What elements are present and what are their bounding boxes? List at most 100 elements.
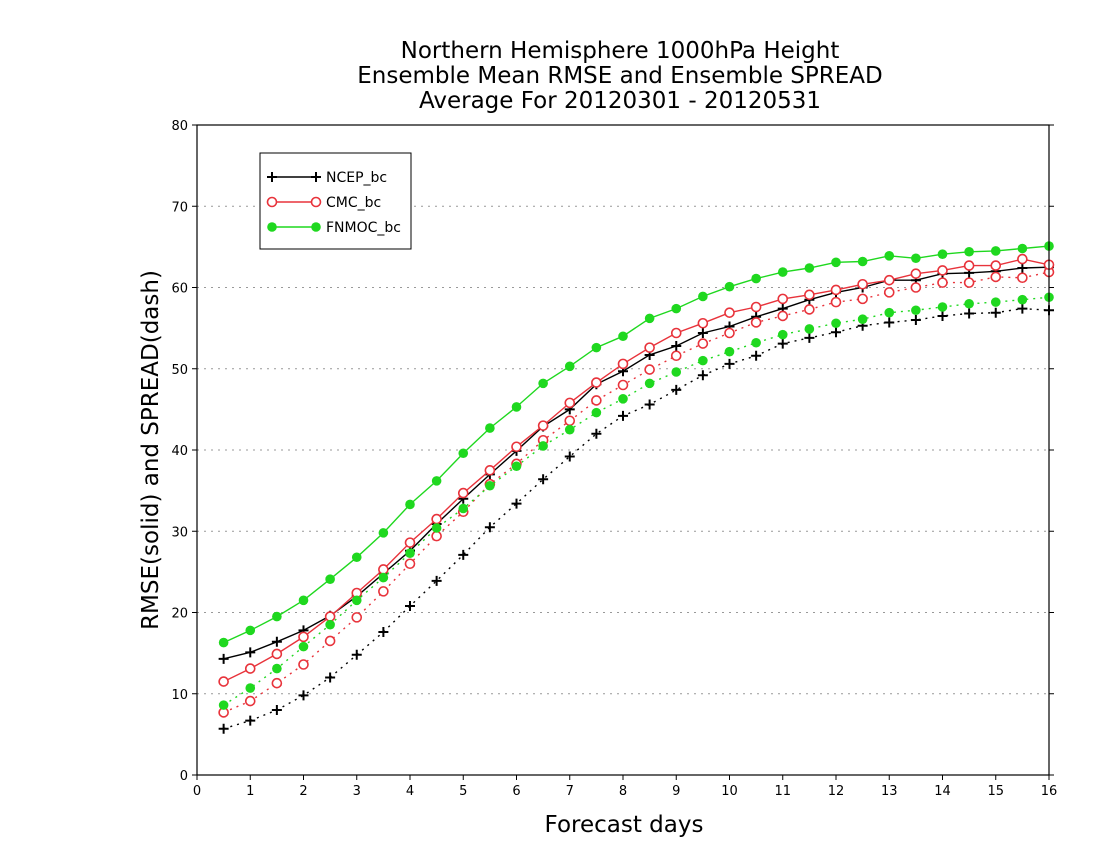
point-fnmoc-bc-spread-30 <box>1017 294 1028 305</box>
legend-marker-left-fnmoc-bc <box>267 222 277 232</box>
point-fnmoc-bc-rmse-12 <box>538 378 548 389</box>
chart-title-line-1: Northern Hemisphere 1000hPa Height <box>401 38 840 64</box>
point-ncep-bc-rmse-2 <box>271 636 282 647</box>
point-cmc-bc-spread-21 <box>777 310 789 322</box>
point-ncep-bc-spread-29 <box>990 307 1001 318</box>
point-cmc-bc-rmse-25 <box>883 274 895 286</box>
point-ncep-bc-rmse-0 <box>218 653 229 664</box>
point-fnmoc-bc-spread-7 <box>405 548 415 558</box>
point-cmc-bc-rmse-12 <box>537 420 549 431</box>
point-cmc-bc-spread-8 <box>431 530 442 542</box>
series-fnmoc-bc-rmse <box>218 241 1054 648</box>
x-tick-label-7: 7 <box>566 784 574 799</box>
point-cmc-bc-spread-13 <box>564 415 576 427</box>
series-fnmoc-bc-spread <box>218 292 1054 710</box>
point-cmc-bc-rmse-20 <box>750 301 762 313</box>
x-tick-label-1: 1 <box>246 784 254 799</box>
y-tick-label-70: 70 <box>171 200 188 215</box>
point-cmc-bc-rmse-21 <box>777 293 789 305</box>
point-fnmoc-bc-rmse-10 <box>485 423 495 433</box>
point-fnmoc-bc-spread-8 <box>431 523 442 533</box>
point-ncep-bc-spread-6 <box>378 627 389 637</box>
point-ncep-bc-spread-14 <box>591 428 602 439</box>
legend-box <box>259 152 412 250</box>
point-fnmoc-bc-spread-14 <box>591 407 602 418</box>
point-ncep-bc-spread-18 <box>697 370 708 381</box>
legend-marker-left-ncep-bc <box>267 172 277 182</box>
point-cmc-bc-spread-2 <box>271 677 283 689</box>
point-cmc-bc-spread-6 <box>378 586 389 597</box>
point-fnmoc-bc-spread-23 <box>831 318 841 329</box>
point-cmc-bc-rmse-8 <box>431 513 442 525</box>
point-fnmoc-bc-rmse-23 <box>831 257 841 268</box>
x-tick-label-15: 15 <box>987 784 1004 799</box>
point-fnmoc-bc-rmse-17 <box>671 303 682 314</box>
point-fnmoc-bc-rmse-6 <box>378 528 389 538</box>
point-ncep-bc-rmse-30 <box>1017 263 1028 273</box>
x-tick-label-5: 5 <box>459 784 467 799</box>
point-fnmoc-bc-rmse-20 <box>751 273 761 284</box>
point-cmc-bc-spread-16 <box>644 364 655 375</box>
point-ncep-bc-spread-28 <box>964 308 975 319</box>
point-cmc-bc-spread-14 <box>591 395 602 406</box>
y-tick-label-80: 80 <box>171 119 188 134</box>
x-tick-label-12: 12 <box>828 784 845 799</box>
point-ncep-bc-rmse-18 <box>697 328 708 338</box>
point-cmc-bc-rmse-10 <box>484 465 496 476</box>
point-cmc-bc-rmse-11 <box>511 441 522 453</box>
point-cmc-bc-rmse-13 <box>564 397 576 409</box>
point-ncep-bc-rmse-17 <box>671 341 682 351</box>
point-fnmoc-bc-spread-21 <box>777 329 788 340</box>
point-ncep-bc-spread-20 <box>751 350 762 361</box>
point-cmc-bc-spread-30 <box>1017 272 1028 284</box>
point-ncep-bc-spread-7 <box>405 601 415 611</box>
point-cmc-bc-rmse-24 <box>857 278 868 290</box>
y-tick-label-20: 20 <box>171 607 188 622</box>
series-cmc-bc-spread <box>218 266 1055 718</box>
series-layer <box>218 241 1055 734</box>
point-fnmoc-bc-spread-9 <box>458 503 469 514</box>
point-fnmoc-bc-rmse-25 <box>884 251 895 261</box>
x-tick-label-2: 2 <box>299 784 307 799</box>
point-ncep-bc-spread-15 <box>618 410 628 421</box>
point-fnmoc-bc-rmse-3 <box>298 595 309 606</box>
point-cmc-bc-rmse-1 <box>244 663 256 674</box>
point-fnmoc-bc-spread-2 <box>272 663 282 674</box>
point-ncep-bc-spread-16 <box>644 399 655 410</box>
point-cmc-bc-rmse-17 <box>670 327 682 339</box>
point-cmc-bc-rmse-28 <box>963 260 975 271</box>
point-fnmoc-bc-spread-6 <box>378 572 389 583</box>
line-cmc-bc-rmse <box>223 258 1050 683</box>
point-fnmoc-bc-rmse-27 <box>937 249 948 259</box>
point-cmc-bc-rmse-23 <box>830 284 842 296</box>
point-cmc-bc-rmse-26 <box>910 268 922 279</box>
point-ncep-bc-spread-2 <box>271 705 282 715</box>
line-fnmoc-bc-spread <box>223 296 1050 706</box>
x-tick-label-13: 13 <box>881 784 898 799</box>
point-fnmoc-bc-spread-11 <box>511 461 522 472</box>
x-tick-label-9: 9 <box>672 784 680 799</box>
legend-label-ncep-bc: NCEP_bc <box>326 170 387 186</box>
legend-marker-right-cmc-bc <box>310 196 322 208</box>
point-cmc-bc-spread-29 <box>990 271 1002 283</box>
point-ncep-bc-spread-10 <box>484 522 495 533</box>
point-fnmoc-bc-rmse-14 <box>591 342 602 353</box>
point-ncep-bc-spread-30 <box>1017 303 1028 314</box>
point-cmc-bc-rmse-30 <box>1017 253 1028 265</box>
point-cmc-bc-spread-4 <box>324 635 336 647</box>
point-ncep-bc-spread-1 <box>245 715 256 726</box>
point-fnmoc-bc-rmse-18 <box>698 291 708 302</box>
point-fnmoc-bc-spread-28 <box>964 298 974 309</box>
point-fnmoc-bc-spread-29 <box>990 297 1001 307</box>
x-tick-label-10: 10 <box>721 784 738 799</box>
legend-item-cmc-bc: CMC_bc <box>266 195 381 211</box>
point-fnmoc-bc-spread-4 <box>325 619 335 630</box>
point-fnmoc-bc-spread-1 <box>245 683 256 693</box>
point-cmc-bc-spread-24 <box>857 293 868 305</box>
point-fnmoc-bc-spread-16 <box>644 378 655 389</box>
point-cmc-bc-rmse-27 <box>937 265 948 276</box>
point-ncep-bc-spread-25 <box>884 317 895 328</box>
point-fnmoc-bc-rmse-22 <box>804 263 815 273</box>
point-ncep-bc-spread-4 <box>325 672 336 683</box>
point-ncep-bc-spread-3 <box>298 690 309 701</box>
